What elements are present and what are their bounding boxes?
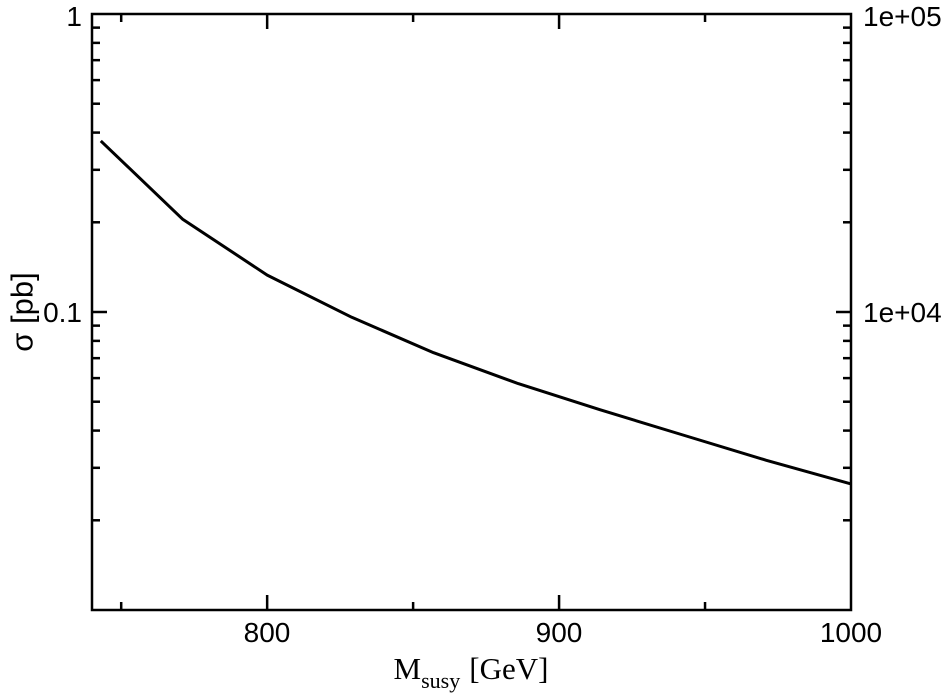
axis-ticks	[92, 14, 851, 610]
series-layer	[99, 139, 852, 486]
y-tick-label-0.1: 0.1	[43, 297, 82, 328]
x-tick-label-800: 800	[244, 617, 291, 648]
series-line-0	[99, 139, 852, 486]
y2-tick-label-1e+05: 1e+05	[863, 1, 942, 32]
y-axis-title: σ [pb]	[5, 272, 40, 351]
y2-tick-label-1e+04: 1e+04	[863, 297, 942, 328]
plot-frame	[90, 12, 853, 612]
y-tick-label-1: 1	[66, 1, 82, 32]
tick-labels: 800 900 1000 0.1 1 1e+04 1e+05	[43, 1, 942, 648]
x-axis-title: Msusy [GeV]	[394, 651, 549, 693]
x-tick-label-900: 900	[536, 617, 583, 648]
x-tick-label-1000: 1000	[820, 617, 882, 648]
